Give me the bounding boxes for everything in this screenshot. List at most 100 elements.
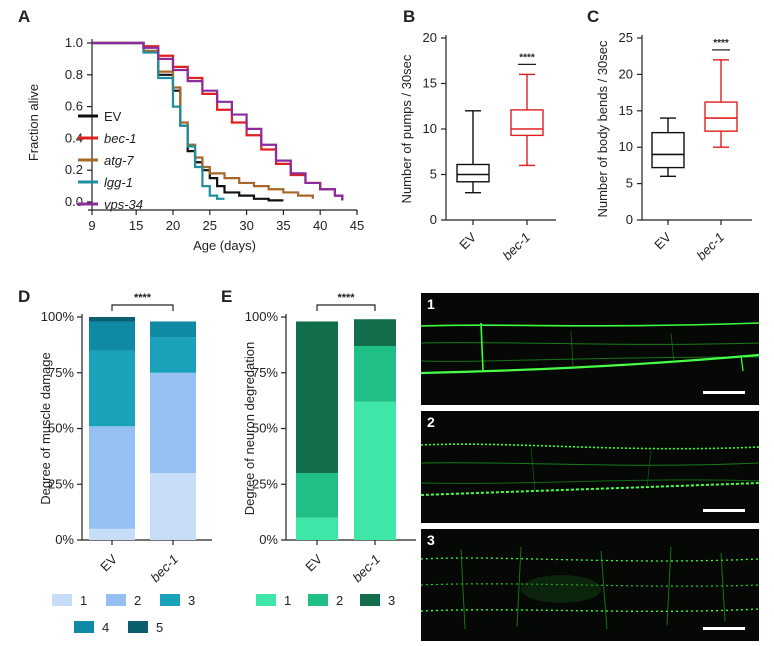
significance-bracket (316, 304, 376, 311)
y-tick-label: 50% (48, 421, 74, 436)
x-tick-label: EV (97, 551, 120, 574)
bar-segment-bec-1-1 (354, 401, 396, 540)
legend-swatch-1 (52, 594, 72, 606)
y-tick-label: 0% (55, 532, 74, 547)
y-tick-label: 15 (619, 103, 633, 118)
x-tick-label: bec-1 (148, 552, 182, 586)
legend-label-EV: EV (104, 109, 122, 124)
legend-swatch-1 (256, 594, 276, 606)
x-tick-label: 40 (313, 218, 327, 233)
panel-letter: E (221, 287, 232, 306)
x-tick-label: EV (651, 229, 674, 252)
legend-swatch-2 (106, 594, 126, 606)
survival-curve-atg-7 (92, 41, 314, 199)
bar-segment-EV-1 (89, 528, 135, 540)
bar-segment-bec-1-1 (150, 473, 196, 540)
y-tick-label: 5 (430, 167, 437, 182)
x-tick-label: 35 (276, 218, 290, 233)
y-tick-label: 50% (252, 421, 278, 436)
legend-label-5: 5 (156, 620, 163, 635)
legend-swatch-3 (360, 594, 380, 606)
x-axis-label: Age (days) (193, 238, 256, 253)
micrograph-1: 1 (421, 293, 759, 405)
y-tick-label: 1.0 (65, 35, 83, 50)
micrograph-label: 1 (427, 296, 435, 312)
box-EV (456, 163, 490, 183)
micrograph-2: 2 (421, 411, 759, 523)
panel-letter: A (18, 7, 30, 26)
y-tick-label: 20 (423, 30, 437, 45)
bar-segment-EV-5 (89, 317, 135, 322)
legend-label-4: 4 (102, 620, 109, 635)
bar-segment-EV-4 (89, 321, 135, 351)
x-tick-label: 45 (350, 218, 364, 233)
bar-segment-EV-2 (296, 473, 338, 518)
bar-segment-EV-3 (89, 350, 135, 427)
y-tick-label: 0.0 (65, 194, 83, 209)
y-tick-label: 25 (619, 30, 633, 45)
y-tick-label: 0 (626, 212, 633, 227)
legend-label-1: 1 (80, 593, 87, 608)
bar-segment-bec-1-3 (150, 337, 196, 373)
y-axis-label: Number of body bends / 30sec (595, 40, 610, 218)
x-tick-label: bec-1 (500, 230, 534, 264)
y-axis-label: Degree of neuron degredation (242, 342, 257, 515)
y-tick-label: 5 (626, 176, 633, 191)
y-tick-label: 0.8 (65, 67, 83, 82)
panel-letter: C (587, 7, 599, 26)
x-tick-label: 25 (203, 218, 217, 233)
x-tick-label: 9 (88, 218, 95, 233)
significance-marker: **** (713, 38, 729, 49)
y-axis-label: Number of pumps / 30sec (399, 54, 414, 203)
x-tick-label: 20 (166, 218, 180, 233)
y-tick-label: 100% (245, 309, 279, 324)
legend-label-bec-1: bec-1 (104, 131, 137, 146)
x-tick-label: bec-1 (350, 552, 384, 586)
y-tick-label: 75% (48, 365, 74, 380)
legend-label-2: 2 (336, 593, 343, 608)
panel-letter: B (403, 7, 415, 26)
significance-marker: **** (134, 292, 152, 304)
box-bec-1 (510, 109, 544, 137)
x-tick-label: 30 (239, 218, 253, 233)
bar-segment-EV-1 (296, 517, 338, 540)
legend-swatch-5 (128, 621, 148, 633)
significance-marker: **** (337, 292, 355, 304)
panel-letter: D (18, 287, 30, 306)
y-tick-label: 0 (430, 212, 437, 227)
significance-bracket (111, 304, 174, 311)
micrograph-3: 3 (421, 529, 759, 641)
box-bec-1 (704, 101, 738, 132)
legend-label-lgg-1: lgg-1 (104, 175, 133, 190)
x-tick-label: 15 (129, 218, 143, 233)
y-tick-label: 0% (259, 532, 278, 547)
y-tick-label: 20 (619, 66, 633, 81)
legend-label-1: 1 (284, 593, 291, 608)
significance-marker: **** (519, 52, 535, 63)
y-axis-label: Degree of muscle damage (38, 352, 53, 504)
y-tick-label: 0.4 (65, 130, 83, 145)
y-tick-label: 100% (41, 309, 75, 324)
legend-label-3: 3 (388, 593, 395, 608)
bar-segment-EV-2 (89, 426, 135, 529)
legend-label-atg-7: atg-7 (104, 153, 134, 168)
legend-label-3: 3 (188, 593, 195, 608)
micrograph-label: 2 (427, 414, 435, 430)
bar-segment-bec-1-4 (150, 321, 196, 338)
x-tick-label: EV (302, 551, 325, 574)
y-tick-label: 0.6 (65, 99, 83, 114)
survival-curve-vps-34 (92, 41, 344, 201)
y-tick-label: 25% (252, 476, 278, 491)
y-tick-label: 25% (48, 476, 74, 491)
bar-segment-bec-1-2 (354, 345, 396, 402)
y-tick-label: 75% (252, 365, 278, 380)
bar-segment-bec-1-2 (150, 372, 196, 474)
x-tick-label: bec-1 (694, 230, 728, 264)
y-tick-label: 10 (423, 121, 437, 136)
y-tick-label: 10 (619, 139, 633, 154)
legend-swatch-2 (308, 594, 328, 606)
y-tick-label: 0.2 (65, 162, 83, 177)
legend-label-2: 2 (134, 593, 141, 608)
legend-swatch-3 (160, 594, 180, 606)
